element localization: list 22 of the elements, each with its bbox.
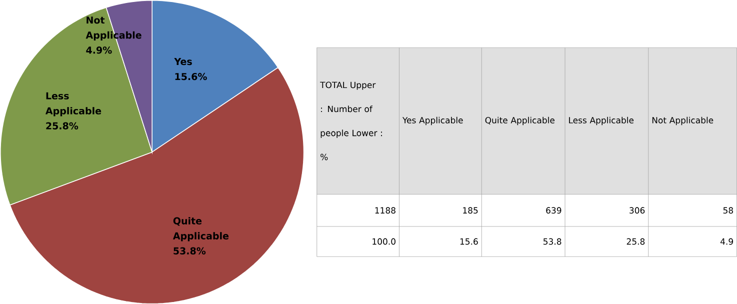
text: 25.8: [626, 238, 645, 245]
text: TOTAL Upper : Number of people Lower : %: [320, 82, 382, 160]
text: 4.9: [720, 238, 733, 245]
text: 1188: [375, 207, 396, 214]
data-label: 25.8%: [46, 122, 78, 130]
text: 53.8: [544, 238, 562, 245]
text: 58: [723, 207, 734, 214]
data-label: 4.9%: [86, 46, 112, 54]
text: 15.6: [460, 238, 478, 245]
slice-label: Quite Applicable: [172, 217, 229, 242]
text: Less Applicable: [569, 116, 634, 125]
text: Quite Applicable: [485, 116, 554, 125]
text: Not Applicable: [652, 116, 714, 125]
text: Yes Applicable: [402, 116, 463, 125]
data-label: 53.8%: [174, 247, 206, 254]
text: 185: [463, 207, 478, 214]
slice-label: Less Applicable: [45, 92, 102, 116]
text: 100.0: [372, 238, 396, 245]
slice-label: Yes: [174, 58, 192, 66]
text: 306: [630, 207, 645, 214]
text: 639: [546, 207, 562, 214]
data-label: 15.6%: [175, 72, 207, 80]
